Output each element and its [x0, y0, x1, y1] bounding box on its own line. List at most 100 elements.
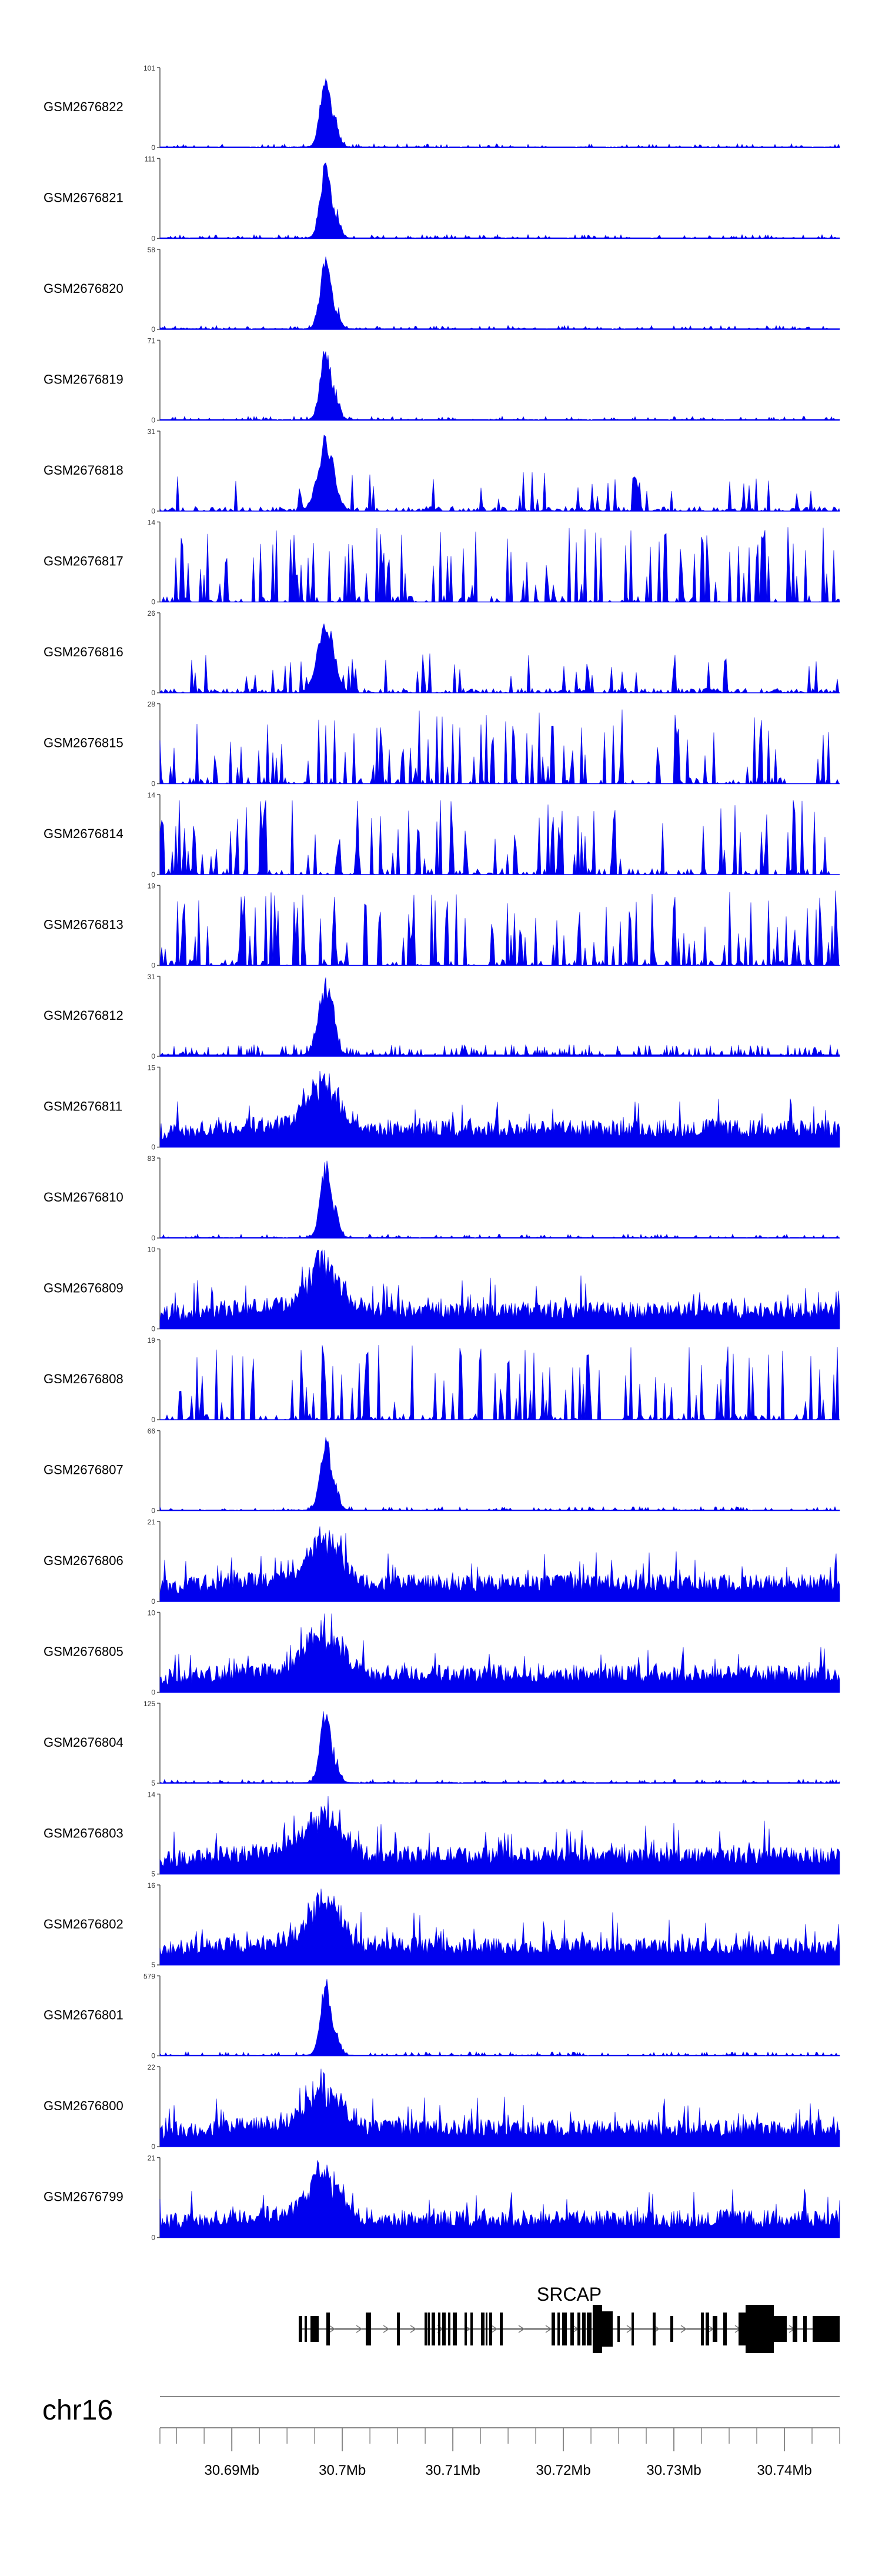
coverage-area [159, 1613, 840, 1693]
exon-block [310, 2316, 319, 2342]
exon-block [617, 2316, 620, 2342]
exon-block [299, 2316, 302, 2342]
track-label: GSM2676811 [44, 1099, 122, 1114]
track-ymin-label: 0 [151, 2234, 155, 2242]
track-gsm2676801: GSM2676801 579 0 [44, 1973, 840, 2060]
track-gsm2676821: GSM2676821 111 0 [44, 155, 840, 243]
track-ymin-label: 0 [151, 780, 155, 788]
track-ymin-label: 0 [151, 1507, 155, 1515]
axis-tick-label: 30.74Mb [757, 2462, 811, 2478]
chromosome-label: chr16 [42, 2395, 113, 2426]
track-ymin-label: 0 [151, 962, 155, 970]
strand-arrow [383, 2325, 390, 2333]
coverage-area [159, 1160, 840, 1239]
track-label: GSM2676806 [44, 1553, 123, 1568]
exon-block [739, 2313, 746, 2345]
coverage-area [159, 1070, 840, 1147]
track-label: GSM2676813 [44, 917, 123, 932]
exon-block [723, 2313, 727, 2345]
coverage-area [159, 256, 840, 330]
coverage-area [159, 1711, 840, 1784]
exon-block [582, 2313, 586, 2345]
strand-arrow [680, 2325, 687, 2333]
track-gsm2676806: GSM2676806 21 0 [44, 1518, 840, 1606]
track-gsm2676799: GSM2676799 21 0 [44, 2154, 840, 2242]
track-label: GSM2676804 [44, 1735, 123, 1750]
track-gsm2676803: GSM2676803 14 5 [44, 1791, 840, 1878]
exon-block [481, 2313, 485, 2345]
exon-block [593, 2305, 602, 2353]
strand-arrow [491, 2325, 498, 2333]
track-gsm2676807: GSM2676807 66 0 [44, 1427, 840, 1515]
track-ymin-label: 0 [151, 1416, 155, 1424]
track-ymax-label: 10 [148, 1609, 156, 1617]
strand-arrow [356, 2325, 363, 2333]
coverage-area [159, 1888, 840, 1966]
track-ymax-label: 66 [148, 1427, 156, 1436]
exon-block [570, 2313, 574, 2345]
track-ymax-label: 10 [148, 1246, 156, 1254]
track-ymax-label: 101 [143, 64, 155, 72]
exon-block [774, 2316, 787, 2342]
track-ymax-label: 31 [148, 428, 156, 436]
track-label: GSM2676803 [44, 1826, 123, 1841]
exon-block [803, 2316, 807, 2342]
track-ymax-label: 21 [148, 1518, 156, 1526]
exon-block [366, 2313, 371, 2345]
exon-block [632, 2313, 634, 2345]
axis-tick-label: 30.73Mb [646, 2462, 701, 2478]
coverage-area [159, 1526, 840, 1602]
track-ymin-label: 5 [151, 1779, 155, 1787]
track-ymin-label: 0 [151, 507, 155, 515]
track-ymin-label: 0 [151, 870, 155, 879]
axis-tick-label: 30.71Mb [425, 2462, 480, 2478]
exon-block [557, 2313, 560, 2345]
track-ymin-label: 0 [151, 325, 155, 333]
coverage-area [159, 800, 840, 876]
track-ymax-label: 31 [148, 973, 156, 981]
track-gsm2676820: GSM2676820 58 0 [44, 246, 840, 333]
track-ymin-label: 0 [151, 1597, 155, 1606]
track-ymin-label: 0 [151, 416, 155, 425]
track-label: GSM2676808 [44, 1372, 123, 1386]
exon-block [500, 2313, 503, 2345]
exon-block [602, 2311, 613, 2347]
track-label: GSM2676815 [44, 736, 123, 750]
track-label: GSM2676817 [44, 554, 123, 569]
track-label: GSM2676820 [44, 281, 123, 296]
track-ymin-label: 0 [151, 2052, 155, 2060]
gene-model: SRCAP [299, 2284, 840, 2353]
track-label: GSM2676802 [44, 1917, 123, 1931]
track-gsm2676810: GSM2676810 83 0 [44, 1154, 840, 1242]
exon-block [448, 2313, 450, 2345]
coverage-area [159, 623, 840, 693]
coverage-area [159, 78, 840, 148]
exon-block [706, 2313, 709, 2345]
exon-block [746, 2305, 774, 2353]
track-label: GSM2676821 [44, 191, 123, 205]
coverage-area [159, 1979, 840, 2057]
exon-block [577, 2313, 580, 2345]
coverage-area [159, 351, 840, 421]
track-ymax-label: 71 [148, 337, 156, 345]
exon-block [813, 2316, 840, 2342]
coverage-area [159, 435, 840, 512]
exon-block [432, 2313, 435, 2345]
track-label: GSM2676810 [44, 1190, 123, 1204]
track-ymax-label: 19 [148, 1336, 156, 1344]
track-label: GSM2676801 [44, 2008, 123, 2023]
track-ymax-label: 125 [143, 1700, 155, 1708]
track-label: GSM2676809 [44, 1281, 123, 1296]
track-ymax-label: 14 [148, 519, 156, 527]
track-ymin-label: 0 [151, 144, 155, 152]
track-gsm2676813: GSM2676813 19 0 [44, 882, 840, 970]
axis-tick-label: 30.72Mb [536, 2462, 590, 2478]
track-ymax-label: 21 [148, 2154, 156, 2163]
track-ymax-label: 579 [143, 1973, 155, 1981]
track-ymin-label: 5 [151, 1961, 155, 1969]
track-label: GSM2676818 [44, 463, 123, 478]
track-label: GSM2676814 [44, 826, 123, 841]
track-ymin-label: 5 [151, 1870, 155, 1878]
exon-block [425, 2313, 427, 2345]
track-label: GSM2676799 [44, 2190, 123, 2204]
